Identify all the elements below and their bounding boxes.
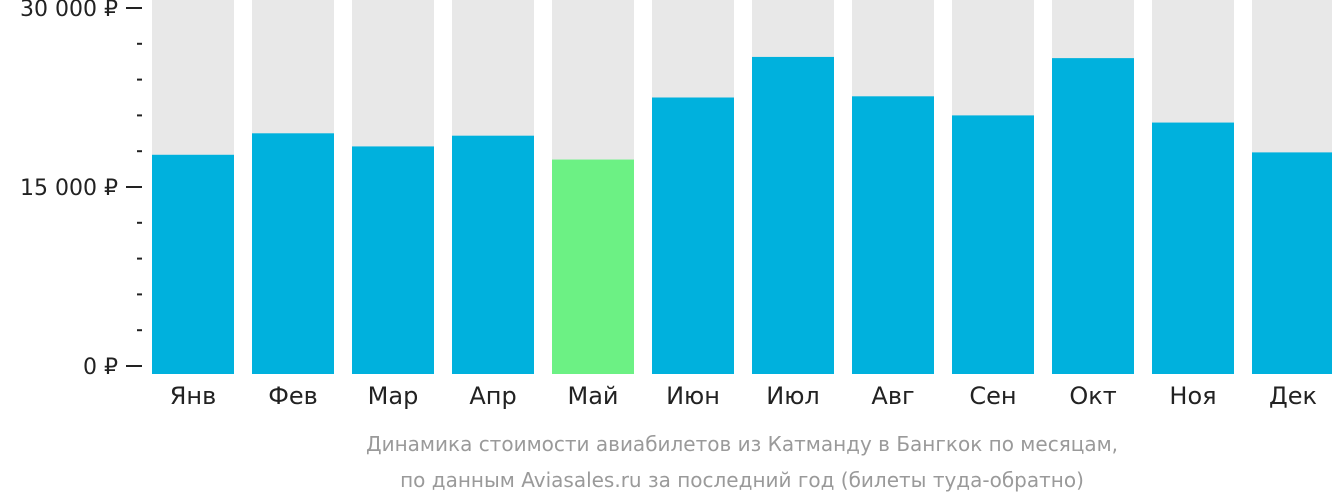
chart-caption: Динамика стоимости авиабилетов из Катман… [366, 432, 1118, 492]
y-tick-label: 0 ₽ [83, 355, 118, 380]
y-axis: 0 ₽ 15 000 ₽ 30 000 ₽ [20, 0, 142, 380]
bar-12 [1252, 152, 1332, 374]
x-tick-label: Сен [969, 382, 1016, 410]
y-tick-label: 30 000 ₽ [20, 0, 118, 22]
bar-2 [252, 133, 334, 374]
x-tick-label: Авг [871, 382, 914, 410]
x-tick-label: Ноя [1169, 382, 1216, 410]
caption-line-1: Динамика стоимости авиабилетов из Катман… [366, 432, 1118, 456]
bar-8 [852, 96, 934, 374]
bar-1 [152, 154, 234, 374]
x-tick-label: Июн [666, 382, 720, 410]
bar-9 [952, 115, 1034, 375]
bar-7 [752, 56, 834, 374]
bar-4 [452, 135, 534, 374]
bar-6 [652, 97, 734, 374]
bar-11 [1152, 122, 1234, 374]
x-tick-label: Июл [766, 382, 820, 410]
x-tick-label: Май [567, 382, 618, 410]
x-tick-label: Фев [268, 382, 318, 410]
x-tick-label: Янв [170, 382, 217, 410]
x-tick-label: Мар [368, 382, 419, 410]
x-tick-label: Дек [1269, 382, 1317, 410]
caption-line-2: по данным Aviasales.ru за последний год … [400, 468, 1084, 492]
bar-3 [352, 146, 434, 374]
x-tick-label: Апр [469, 382, 516, 410]
bar-5 [552, 159, 634, 374]
bar-10 [1052, 58, 1134, 375]
x-axis: Янв Фев Мар Апр Май Июн Июл Авг Сен Окт Ноя Дек [170, 382, 1317, 410]
y-tick-label: 15 000 ₽ [20, 176, 118, 201]
data-bars [152, 56, 1332, 375]
x-tick-label: Окт [1069, 382, 1116, 410]
